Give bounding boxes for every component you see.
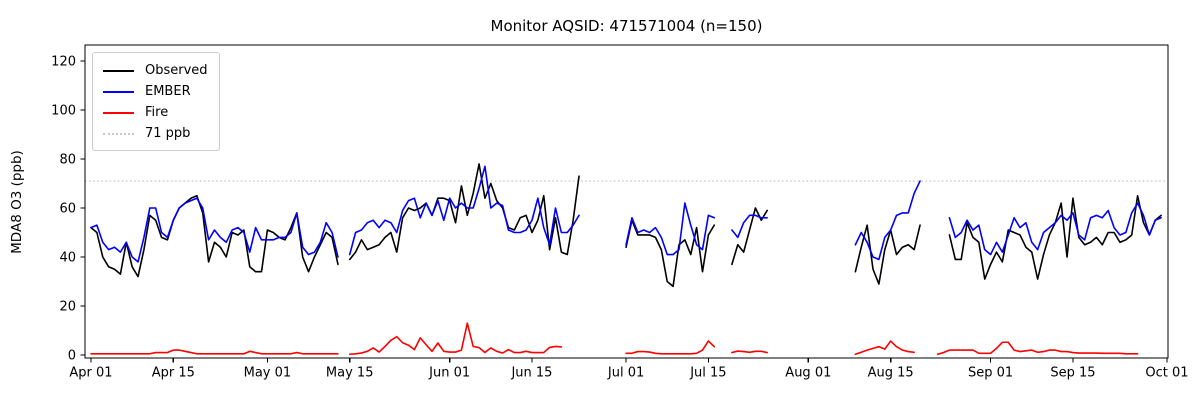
y-tick-label: 80 (59, 153, 76, 168)
tick-labels-layer: Apr 01 Apr 15 May 01 May 15 Jun 01 Jun 15 Jul … (51, 55, 1188, 381)
observed-line-swatch (103, 69, 134, 72)
x-tick-label: May 01 (244, 366, 292, 381)
legend-item-fire: Fire (103, 102, 208, 123)
x-tick-label: Sep 01 (968, 366, 1013, 381)
legend-label: EMBER (145, 84, 191, 99)
legend-label: Fire (145, 105, 169, 120)
series-line-ember (625, 202, 716, 256)
y-tick-label: 0 (68, 349, 76, 364)
series-line-observed (731, 207, 768, 266)
series-line-observed (854, 224, 921, 285)
y-tick-label: 120 (51, 55, 76, 70)
series-line-ember (90, 197, 339, 263)
fire-line-swatch (103, 111, 134, 114)
x-tick-label: Apr 01 (69, 366, 112, 381)
x-tick-label: Aug 15 (868, 366, 914, 381)
series-line-fire (936, 341, 1139, 356)
legend-item-observed: Observed (103, 60, 208, 81)
x-tick-label: Oct 01 (1145, 366, 1188, 381)
chart-title: Monitor AQSID: 471571004 (n=150) (490, 17, 763, 35)
series-line-observed (625, 219, 716, 288)
legend-label: 71 ppb (145, 126, 191, 141)
x-tick-label: Jul 01 (607, 366, 644, 381)
series-line-ember (348, 165, 580, 256)
series-lines-layer (90, 163, 1162, 356)
x-tick-label: Apr 15 (152, 366, 195, 381)
x-tick-label: Aug 01 (785, 366, 831, 381)
series-line-fire (90, 349, 339, 355)
y-axis-label: MDA8 O3 (ppb) (9, 150, 25, 254)
series-line-ember (731, 214, 768, 239)
legend-label: Observed (145, 63, 208, 78)
x-tick-label: Jun 01 (428, 366, 470, 381)
legend: Observed EMBER Fire 71 ppb (92, 52, 220, 151)
legend-item-threshold: 71 ppb (103, 123, 208, 144)
y-tick-label: 100 (51, 104, 76, 119)
y-tick-label: 40 (59, 251, 76, 266)
x-tick-label: Sep 15 (1050, 366, 1095, 381)
y-tick-label: 60 (59, 202, 76, 217)
series-line-ember (854, 180, 921, 261)
ember-line-swatch (103, 90, 134, 93)
series-line-fire (625, 340, 716, 355)
axes-layer (80, 44, 1169, 363)
series-line-ember (948, 202, 1162, 256)
plot-frame (84, 44, 1169, 359)
series-line-fire (731, 350, 768, 354)
legend-item-ember: EMBER (103, 81, 208, 102)
y-tick-label: 20 (59, 300, 76, 315)
threshold-line-swatch (103, 132, 134, 135)
series-line-observed (348, 163, 580, 261)
series-line-fire (348, 322, 563, 356)
x-tick-label: Jun 15 (510, 366, 552, 381)
series-line-fire (854, 340, 915, 356)
x-tick-label: May 15 (326, 366, 374, 381)
x-tick-label: Jul 15 (689, 366, 726, 381)
